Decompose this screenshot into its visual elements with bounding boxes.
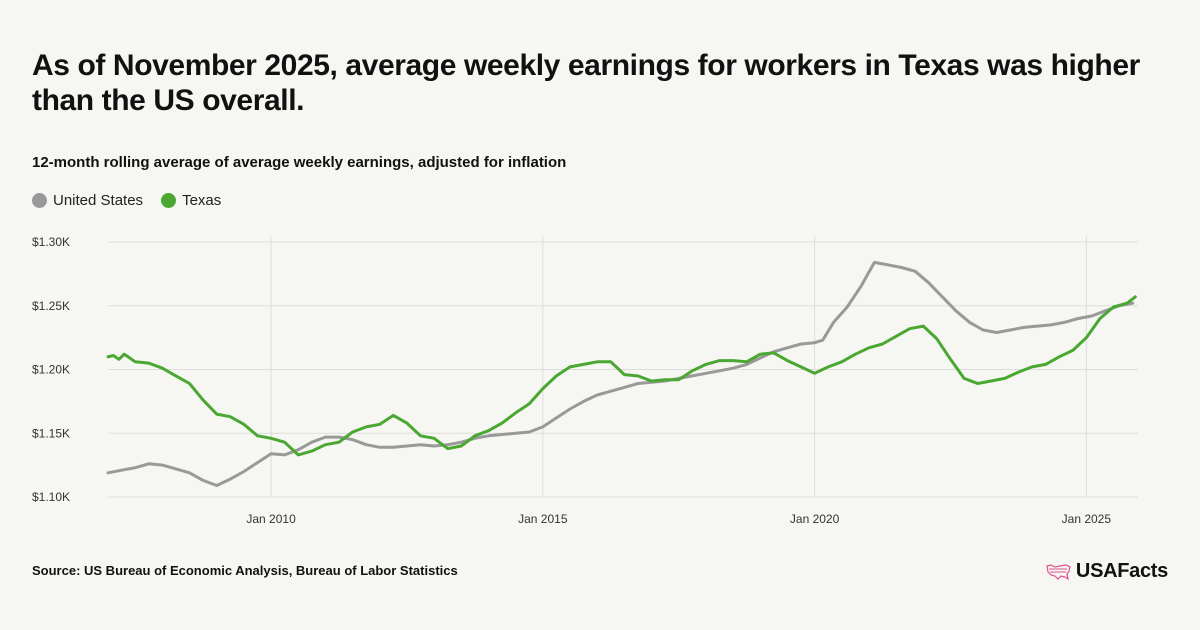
legend: United States Texas (32, 192, 221, 209)
source-note: Source: US Bureau of Economic Analysis, … (32, 563, 458, 578)
chart-title: As of November 2025, average weekly earn… (32, 49, 1140, 117)
legend-item-united-states[interactable]: United States (32, 192, 143, 209)
y-tick-label: $1.30K (32, 235, 70, 249)
x-tick-label: Jan 2010 (246, 512, 296, 526)
x-tick-label: Jan 2025 (1062, 512, 1112, 526)
grid (108, 236, 1138, 498)
legend-swatch-us (32, 193, 47, 208)
y-tick-label: $1.25K (32, 299, 70, 313)
y-tick-label: $1.20K (32, 363, 70, 377)
line-chart: $1.10K $1.15K $1.20K $1.25K $1.30K Jan 2010 Ja… (32, 235, 1138, 526)
us-map-icon (1046, 563, 1071, 580)
series-line-united-states (106, 260, 1135, 487)
series (106, 260, 1137, 487)
legend-label-us: United States (53, 192, 144, 209)
series-line-texas (106, 295, 1137, 457)
x-tick-label: Jan 2020 (790, 512, 840, 526)
legend-label-texas: Texas (182, 192, 222, 209)
y-tick-label: $1.10K (32, 490, 70, 504)
axis-labels: $1.10K $1.15K $1.20K $1.25K $1.30K Jan 2010 Ja… (32, 235, 1111, 526)
legend-swatch-texas (161, 193, 177, 208)
x-tick-label: Jan 2015 (518, 512, 568, 526)
legend-item-texas[interactable]: Texas (161, 192, 221, 209)
brand-name: USAFacts (1075, 560, 1168, 582)
y-tick-label: $1.15K (32, 426, 70, 440)
chart-subtitle: 12-month rolling average of average week… (32, 154, 567, 171)
usafacts-logo: USAFacts (1046, 560, 1168, 583)
